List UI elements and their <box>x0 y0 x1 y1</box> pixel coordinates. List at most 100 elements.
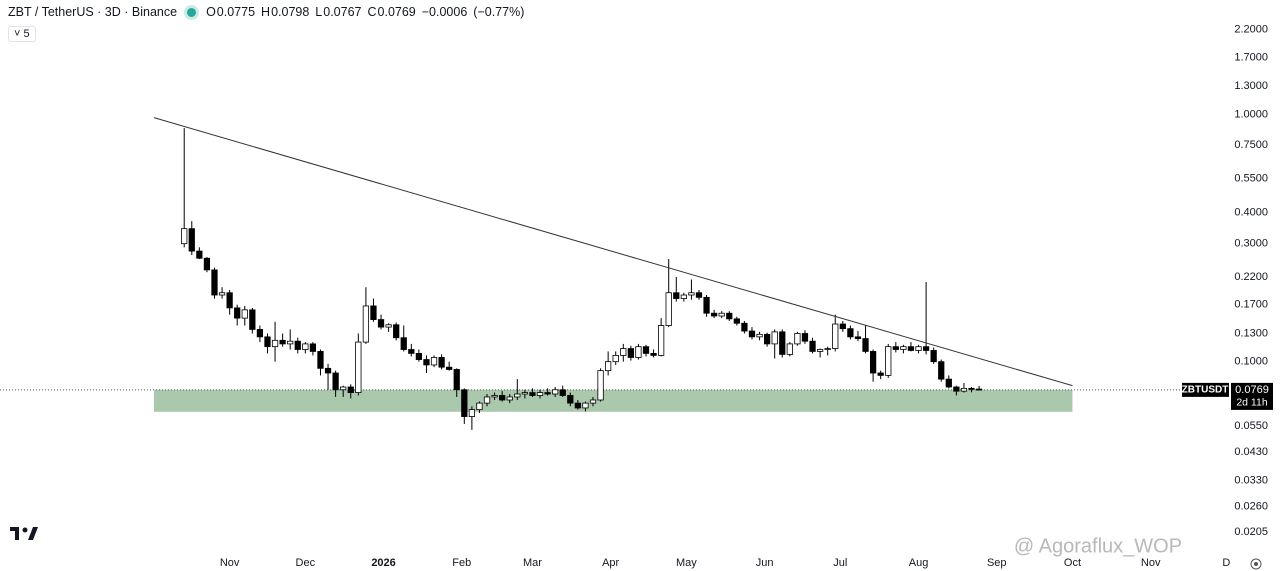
symbol-label-bg <box>1182 382 1229 397</box>
candle-body <box>453 369 460 391</box>
x-tick-label: Dec <box>296 557 316 569</box>
x-tick-label: Jun <box>756 557 774 569</box>
candle-body <box>529 392 536 396</box>
candle-body <box>226 292 233 309</box>
y-tick-label: 0.1700 <box>1234 299 1268 311</box>
countdown: 2d 11h <box>1236 397 1267 409</box>
candle-body <box>574 402 581 409</box>
candle-body <box>589 399 597 404</box>
x-tick-label: Jul <box>833 557 847 569</box>
candle-body <box>794 333 801 345</box>
candle-body <box>688 292 695 296</box>
candle-body <box>400 337 407 350</box>
candle-body <box>733 318 740 324</box>
candle-body <box>832 323 839 349</box>
candle-body <box>446 366 453 370</box>
x-tick-label: D <box>1222 557 1230 569</box>
candle-body <box>885 346 892 376</box>
candle-body <box>877 372 884 376</box>
candle-body <box>309 343 317 352</box>
candle-body <box>748 330 756 338</box>
candle-body <box>544 392 551 395</box>
candle-body <box>809 340 816 352</box>
candle-body <box>461 389 468 417</box>
last-price: 0.0769 <box>1235 384 1269 396</box>
candle-body <box>726 312 733 320</box>
candle-body <box>317 351 324 369</box>
candle-body <box>491 395 498 398</box>
candle-body <box>968 387 975 390</box>
candle-body <box>627 348 634 358</box>
candle-body <box>801 333 809 342</box>
ohlc-value: 0.0798 <box>271 5 310 19</box>
candle-body <box>196 250 203 259</box>
candle-body <box>642 346 650 354</box>
candle-body <box>907 346 915 351</box>
candle-body <box>370 305 377 320</box>
y-tick-label: 0.1300 <box>1234 327 1268 339</box>
candle-body <box>650 353 657 356</box>
y-tick-label: 0.2200 <box>1234 271 1268 283</box>
candle-body <box>915 346 922 351</box>
x-tick-label: Mar <box>523 557 542 569</box>
y-tick-label: 0.5500 <box>1234 172 1268 184</box>
candle-body <box>355 341 362 393</box>
candle-body <box>408 349 415 354</box>
ohlc-value: 0.0767 <box>323 5 362 19</box>
tv-logo <box>10 527 38 540</box>
ohlc-key: O <box>206 5 216 19</box>
indicator-count: 5 <box>23 28 30 40</box>
candle-body <box>695 292 703 298</box>
change: −0.0006 <box>421 5 468 19</box>
ohlc-key: H <box>261 5 271 19</box>
candle-body <box>415 353 423 360</box>
candle-body <box>559 389 566 396</box>
y-tick-label: 0.0550 <box>1234 420 1268 432</box>
candle-body <box>271 339 279 348</box>
x-tick-label: Aug <box>909 557 929 569</box>
candle-body <box>786 343 793 355</box>
x-tick-label: May <box>676 557 697 569</box>
candle-body <box>499 395 506 401</box>
candle-body <box>711 312 718 317</box>
candle-body <box>862 338 869 352</box>
candle-body <box>938 361 945 380</box>
candle-body <box>680 294 687 299</box>
candle-body <box>536 392 544 396</box>
candle-body <box>521 392 528 395</box>
candle-body <box>703 296 710 314</box>
candle-body <box>302 343 309 350</box>
y-tick-label: 0.4000 <box>1234 207 1268 219</box>
candle-body <box>953 386 960 392</box>
candle-body <box>582 402 589 409</box>
candle-body <box>839 323 846 330</box>
candle-body <box>294 340 301 350</box>
x-tick-label: Apr <box>602 557 619 569</box>
candle-body <box>181 228 188 245</box>
candle-body <box>718 312 725 317</box>
candle-body <box>241 309 248 319</box>
candle-body <box>483 396 491 404</box>
watermark: @ Agoraflux_WOP <box>1014 535 1182 557</box>
candle-body <box>922 346 930 351</box>
candle-body <box>287 340 294 345</box>
x-tick-label: Sep <box>987 557 1007 569</box>
candle-body <box>605 361 612 372</box>
candle-body <box>741 322 748 332</box>
candle-body <box>869 351 877 374</box>
candle-body <box>635 346 642 358</box>
indicator-toggle[interactable]: ˅ 5 <box>8 26 36 42</box>
candle-body <box>324 367 332 374</box>
candle-body <box>847 328 854 338</box>
candle-body <box>975 388 983 391</box>
candle-body <box>393 324 400 339</box>
support-zone <box>153 389 1073 412</box>
candle-body <box>673 292 680 299</box>
candle-body <box>188 228 195 252</box>
y-tick-label: 0.0330 <box>1234 475 1268 487</box>
y-tick-label: 1.0000 <box>1234 108 1268 120</box>
candle-body <box>203 257 211 271</box>
settings-icon[interactable] <box>1250 558 1262 570</box>
candle-body <box>438 357 445 368</box>
